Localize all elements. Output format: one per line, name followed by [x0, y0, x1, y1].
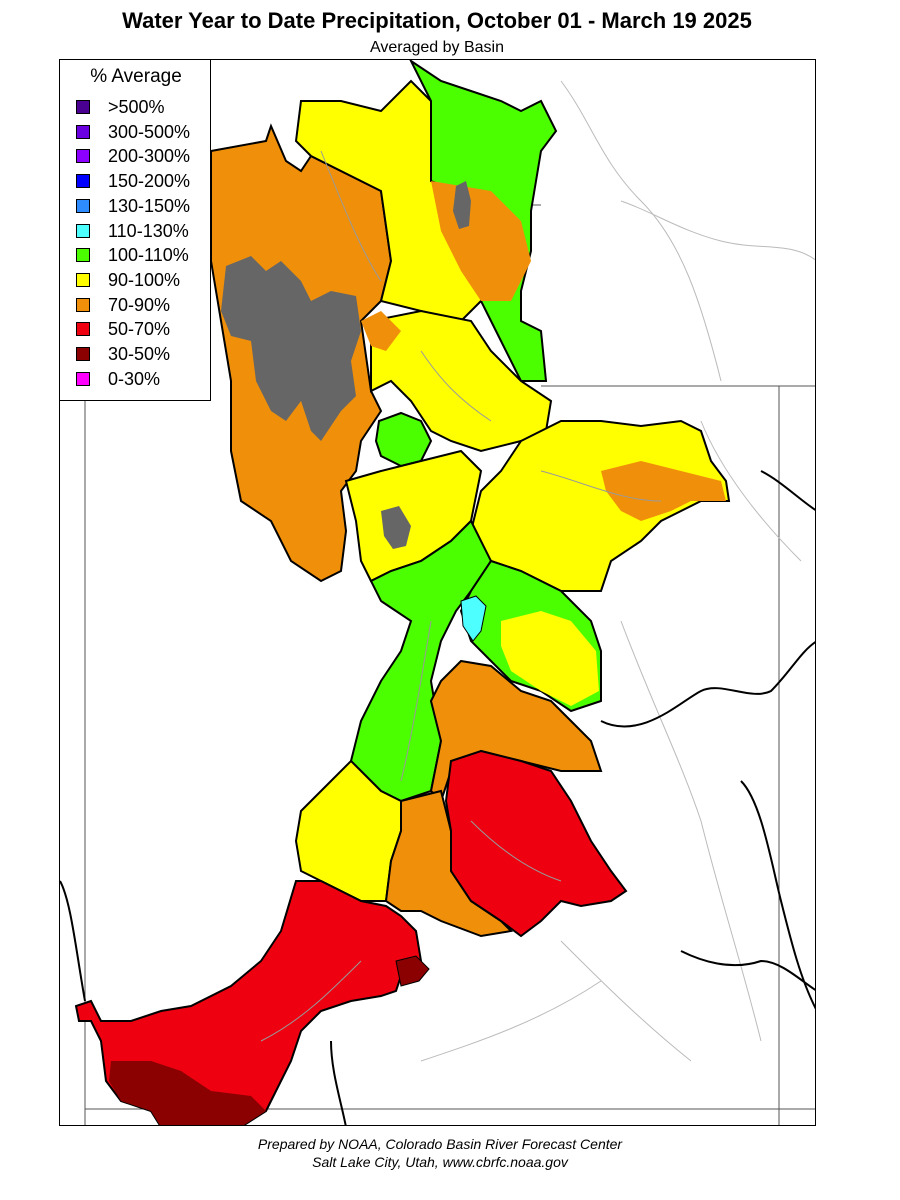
river-line: [560, 940, 692, 1062]
river-line: [620, 620, 762, 1042]
legend-swatch: [76, 248, 90, 263]
legend-label: 150-200%: [108, 171, 191, 192]
basin-darkred-small: [395, 955, 430, 987]
legend-swatch: [76, 149, 90, 164]
basin-darkred-south: [109, 1061, 266, 1125]
legend-item: 50-70%: [76, 318, 170, 340]
river-line: [700, 420, 802, 562]
credit-line-2: Salt Lake City, Utah, www.cbrfc.noaa.gov: [312, 1154, 568, 1170]
basin-cyan: [460, 595, 487, 642]
river-line: [260, 960, 362, 1042]
map-frame: [59, 59, 816, 1126]
river-line: [620, 200, 815, 261]
outside-rivers: [420, 80, 815, 1062]
boundary-line: [600, 641, 815, 728]
legend-label: 300-500%: [108, 121, 191, 142]
basin-red-southeast: [444, 749, 628, 938]
legend-item: 200-300%: [76, 145, 190, 167]
great-salt-lake: [221, 256, 361, 441]
legend-label: 50-70%: [108, 319, 171, 340]
legend-item: 150-200%: [76, 170, 190, 192]
legend-swatch: [76, 198, 90, 213]
basin-yellow-east: [469, 419, 731, 592]
legend-label: 70-90%: [108, 294, 171, 315]
legend-label: 130-150%: [108, 195, 191, 216]
legend-swatch: [76, 223, 90, 238]
legend-item: 110-130%: [76, 220, 189, 242]
legend-label: 0-30%: [108, 368, 161, 389]
legend-label: 100-110%: [108, 245, 189, 266]
legend-item: 70-90%: [76, 294, 170, 316]
legend-swatch: [76, 174, 90, 189]
legend-label: >500%: [108, 97, 165, 117]
outside-boundaries: [60, 470, 815, 1125]
utah-lake: [381, 506, 411, 549]
bear-lake: [453, 181, 471, 229]
legend-item: 130-150%: [76, 195, 190, 217]
legend-swatch: [76, 371, 90, 386]
river-line: [540, 470, 662, 502]
map-subtitle: Averaged by Basin: [369, 39, 504, 56]
river-line: [420, 350, 492, 422]
river-line: [420, 980, 602, 1062]
basin-red-southwest: [74, 880, 423, 1125]
legend-item: 30-50%: [76, 343, 170, 365]
legend-item: 300-500%: [76, 121, 190, 143]
river-line: [470, 820, 562, 882]
legend-item: 0-30%: [76, 368, 160, 390]
river-line: [560, 80, 722, 382]
basin-green-small: [374, 411, 433, 468]
legend-label: 90-100%: [108, 269, 181, 290]
legend-swatch: [76, 297, 90, 312]
lakes: [221, 181, 471, 549]
precipitation-map: [60, 60, 815, 1125]
legend-swatch: [76, 124, 90, 139]
boundary-line: [680, 950, 815, 991]
basin-orange-central: [361, 311, 401, 351]
legend-swatch: [76, 322, 90, 337]
river-line: [400, 620, 432, 782]
boundary-line: [60, 880, 86, 1002]
basin-rivers: [260, 150, 662, 1042]
legend-item: >500%: [76, 96, 165, 118]
credit-line-1: Prepared by NOAA, Colorado Basin River F…: [257, 1136, 623, 1152]
legend-swatch: [76, 100, 90, 114]
basin-yellow-southeast: [501, 611, 599, 706]
map-title: Water Year to Date Precipitation, Octobe…: [122, 8, 752, 33]
legend-label: 30-50%: [108, 344, 171, 364]
legend-label: 110-130%: [108, 220, 189, 241]
legend-swatch: [76, 347, 90, 361]
legend-title: % Average: [90, 66, 182, 87]
legend-box: % Average >500% 300-500% 200-300% 150-200% 1…: [59, 59, 211, 401]
boundary-line: [740, 780, 815, 1010]
legend-item: 100-110%: [76, 244, 189, 266]
legend-swatch: [76, 272, 90, 287]
legend-label: 200-300%: [108, 146, 191, 167]
basin-orange-east: [601, 461, 726, 521]
boundary-line: [330, 1040, 347, 1125]
river-line: [320, 150, 382, 282]
legend-item: 90-100%: [76, 269, 180, 291]
boundary-line: [760, 470, 815, 511]
